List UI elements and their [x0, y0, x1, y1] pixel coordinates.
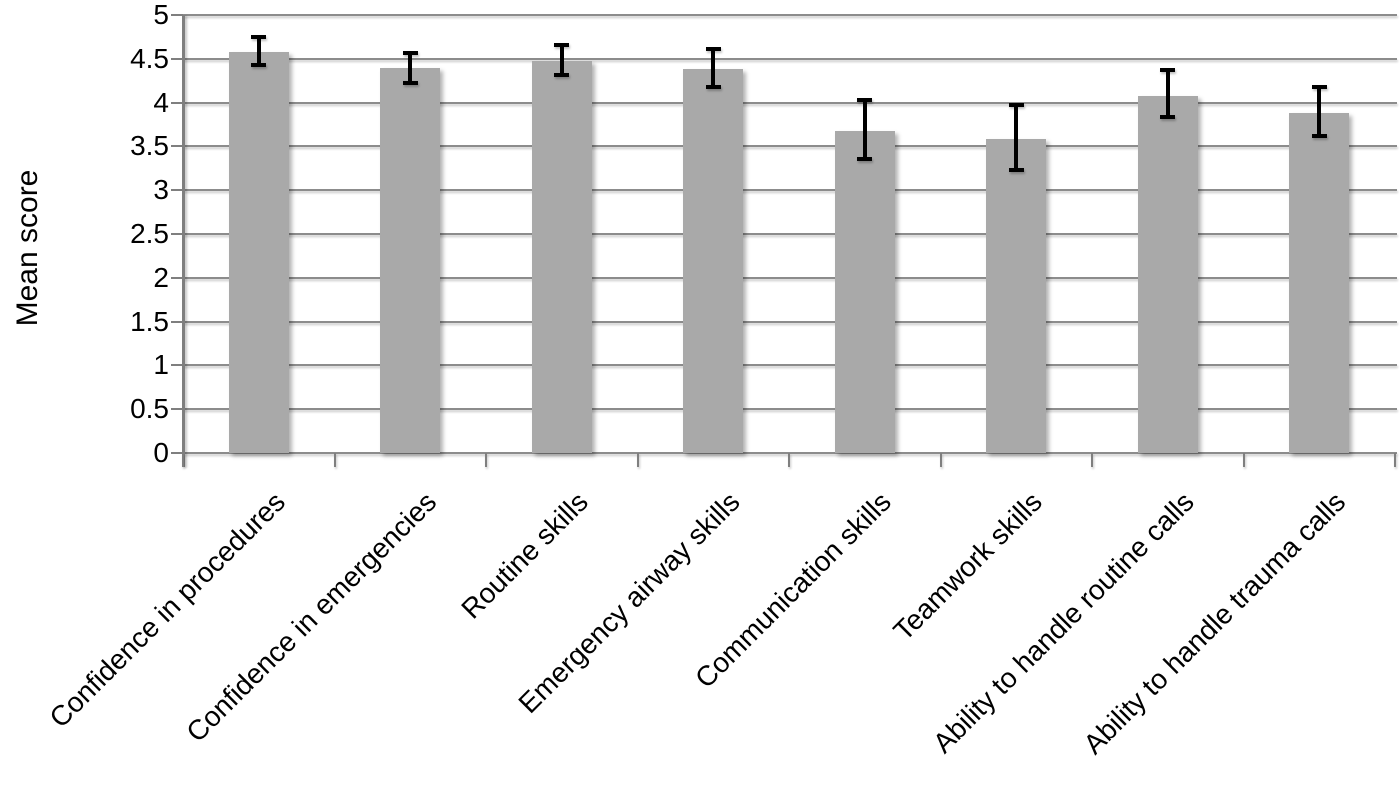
- y-axis-tick: [171, 189, 183, 192]
- error-bar-cap-top: [1008, 103, 1024, 108]
- y-tick-label: 1: [153, 349, 169, 381]
- y-tick-label: 3.5: [130, 130, 169, 162]
- bar: [986, 139, 1047, 453]
- y-tick-label: 0: [153, 437, 169, 468]
- gridline: [183, 320, 1397, 323]
- error-bar-line: [1165, 70, 1170, 118]
- gridline: [183, 14, 1397, 16]
- y-tick-label: 5: [153, 0, 169, 30]
- error-bar-cap-bottom: [1008, 168, 1024, 173]
- x-axis-tick: [333, 453, 336, 467]
- x-axis-tick: [1091, 453, 1093, 467]
- y-axis-tick: [171, 101, 183, 104]
- x-category-label: Ability to handle routine calls: [926, 486, 1200, 759]
- y-axis-tick: [171, 276, 183, 279]
- y-axis-tick: [171, 408, 183, 411]
- error-bar-cap-bottom: [251, 62, 267, 67]
- bar: [683, 69, 744, 453]
- error-bar-cap-top: [554, 42, 570, 47]
- x-category-label: Confidence in emergencies: [180, 486, 443, 748]
- x-axis-tick: [1394, 453, 1396, 467]
- y-tick-label: 4: [153, 86, 169, 118]
- error-bar-cap-top: [402, 50, 418, 55]
- y-axis-tick: [171, 364, 183, 367]
- gridline: [183, 189, 1397, 192]
- bar: [380, 68, 441, 453]
- error-bar-line: [862, 99, 867, 159]
- x-axis-tick: [636, 453, 639, 467]
- y-axis-title: Mean score: [11, 169, 44, 327]
- y-tick-label: 4.5: [130, 42, 169, 74]
- error-bar-cap-top: [1311, 84, 1327, 89]
- bar: [1137, 95, 1198, 453]
- error-bar-cap-bottom: [705, 84, 721, 89]
- gridline: [183, 276, 1397, 279]
- x-category-label: Routine skills: [455, 486, 594, 625]
- error-bar-line: [408, 52, 413, 84]
- error-bar-cap-top: [705, 47, 721, 52]
- error-bar-cap-bottom: [554, 73, 570, 78]
- y-axis-tick: [171, 57, 183, 60]
- bar: [531, 60, 592, 453]
- error-bar-cap-top: [1160, 68, 1176, 73]
- x-category-label: Ability to handle trauma calls: [1077, 486, 1352, 760]
- error-bar-line: [559, 44, 564, 76]
- error-bar-cap-bottom: [1311, 133, 1327, 138]
- y-tick-label: 1.5: [130, 305, 169, 337]
- bar: [834, 130, 895, 453]
- error-bar-cap-bottom: [1160, 115, 1176, 120]
- gridline: [183, 408, 1397, 411]
- x-axis-tick: [1242, 453, 1245, 467]
- y-axis-tick: [171, 452, 183, 454]
- error-bar-line: [256, 36, 261, 65]
- error-bar-line: [711, 49, 716, 87]
- gridline: [183, 57, 1397, 60]
- x-axis-tick: [788, 453, 790, 467]
- x-axis-tick: [182, 453, 184, 467]
- gridline: [183, 101, 1397, 104]
- gridline: [183, 452, 1397, 454]
- gridline: [183, 145, 1397, 148]
- x-axis-tick: [485, 453, 487, 467]
- y-tick-label: 0.5: [130, 393, 169, 425]
- x-category-label: Teamwork skills: [887, 486, 1049, 647]
- error-bar-line: [1317, 86, 1322, 136]
- gridline: [183, 364, 1397, 367]
- error-bar-cap-top: [857, 97, 873, 102]
- error-bar-cap-bottom: [402, 81, 418, 86]
- x-axis-tick: [939, 453, 942, 467]
- bar: [228, 51, 289, 453]
- y-axis-tick: [171, 145, 183, 148]
- y-tick-label: 2: [153, 261, 169, 293]
- error-bar-cap-top: [251, 34, 267, 39]
- gridline: [183, 233, 1397, 235]
- bar: [1289, 113, 1350, 453]
- y-tick-label: 3: [153, 174, 169, 206]
- y-tick-label: 2.5: [130, 218, 169, 249]
- y-axis-tick: [171, 14, 183, 16]
- y-axis-tick: [171, 320, 183, 323]
- error-bar-cap-bottom: [857, 156, 873, 161]
- y-axis-tick: [171, 233, 183, 235]
- error-bar-line: [1014, 105, 1019, 171]
- y-axis-line: [182, 15, 185, 467]
